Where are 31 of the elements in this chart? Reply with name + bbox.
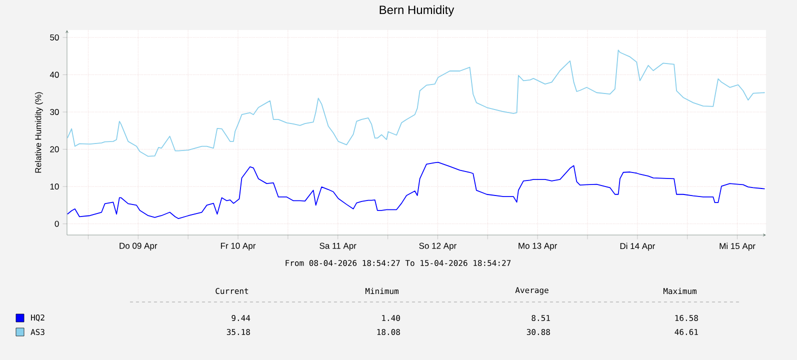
y-axis-title: Relative Humidity (%) xyxy=(34,92,43,173)
text: 8.51 xyxy=(532,314,550,322)
line-series xyxy=(66,50,766,157)
text: 16.58 xyxy=(675,314,698,322)
text: 30.88 xyxy=(526,328,550,336)
x-tick-label: Fr 10 Apr xyxy=(220,242,256,250)
x-tick-label: Mo 13 Apr xyxy=(518,242,558,250)
text: 18.08 xyxy=(377,328,400,336)
text: 35.18 xyxy=(226,328,250,336)
legend-label: HQ2 xyxy=(31,314,44,322)
y-tick-label: 50 xyxy=(50,34,59,40)
x-tick-label: So 12 Apr xyxy=(419,242,456,250)
text: Maximum xyxy=(663,288,696,294)
text: Current xyxy=(216,288,248,294)
x-tick-label: Di 14 Apr xyxy=(620,242,655,251)
text: 46.61 xyxy=(674,328,698,336)
y-tick-label: 20 xyxy=(50,146,59,152)
text: 1.40 xyxy=(382,314,400,322)
x-tick-label: Do 09 Apr xyxy=(120,242,158,250)
y-tick-label: 10 xyxy=(50,184,59,190)
text: From 08-04-2026 18:54:27 To 15-04-2026 18:54:27 xyxy=(286,260,511,266)
y-tick-label: 40 xyxy=(50,72,59,78)
legend-label: AS3 xyxy=(30,328,44,336)
chart-title: Bern Humidity xyxy=(380,5,454,16)
x-tick-label: Mi 15 Apr xyxy=(720,242,756,251)
y-tick-label: 0 xyxy=(54,220,59,227)
text: 9.44 xyxy=(232,314,250,322)
y-tick-label: 30 xyxy=(50,108,59,116)
text: Minimum xyxy=(365,288,398,294)
x-tick-label: Sa 11 Apr xyxy=(320,242,356,250)
text: Average xyxy=(515,287,548,295)
